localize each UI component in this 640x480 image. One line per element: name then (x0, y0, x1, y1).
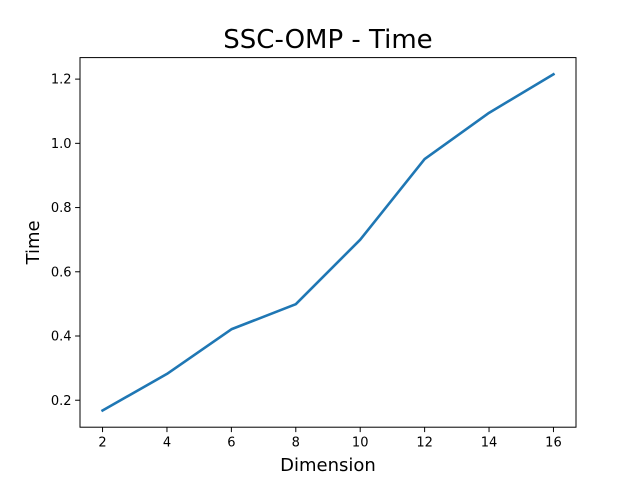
x-tick-label: 4 (163, 436, 171, 451)
x-tick-label: 8 (292, 436, 300, 451)
x-tick-label: 2 (98, 436, 106, 451)
x-tick-label: 6 (227, 436, 235, 451)
y-axis-label: Time (23, 220, 44, 265)
chart-title: SSC-OMP - Time (223, 25, 432, 55)
y-tick-label: 0.8 (51, 201, 72, 216)
x-tick-label: 10 (352, 436, 369, 451)
series-line (100, 72, 556, 413)
y-tick-label: 0.2 (51, 394, 72, 409)
y-axis-ticks: 0.2 0.4 0.6 0.8 1.0 1.2 (51, 73, 80, 409)
x-tick-label: 14 (481, 436, 498, 451)
y-tick-label: 0.6 (51, 265, 72, 280)
x-tick-label: 12 (416, 436, 433, 451)
x-axis-label: Dimension (280, 455, 376, 476)
plot-frame (79, 57, 577, 428)
y-tick-label: 1.0 (51, 137, 72, 152)
x-tick-label: 16 (545, 436, 562, 451)
y-tick-label: 1.2 (51, 73, 72, 88)
y-tick-label: 0.4 (51, 330, 72, 345)
x-axis-ticks: 2 4 6 8 10 12 14 16 (98, 427, 562, 451)
series-layer (100, 72, 556, 413)
